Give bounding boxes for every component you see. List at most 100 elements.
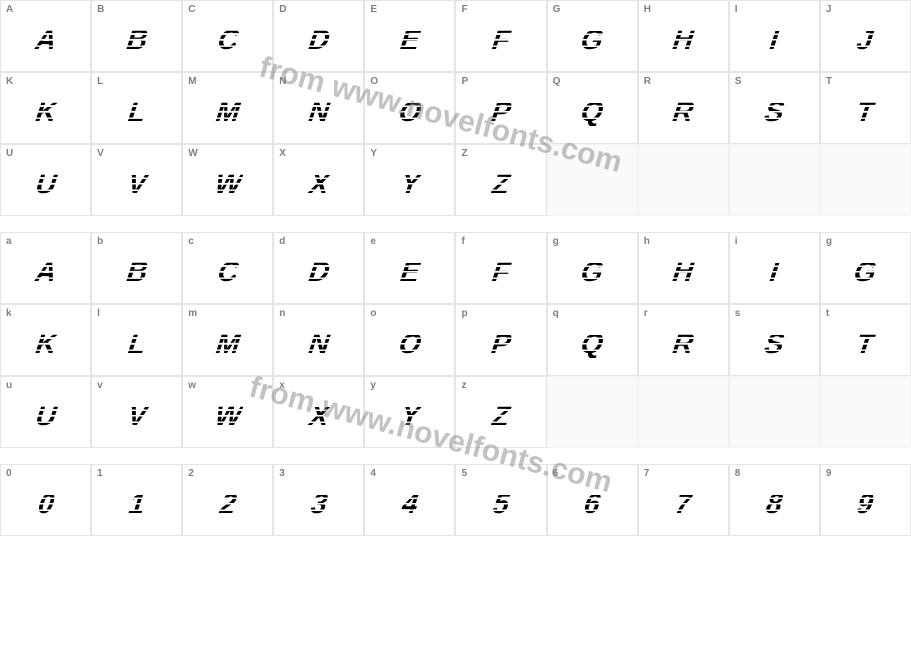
glyph-cell-label: N	[279, 76, 286, 87]
glyph-cell: aa	[0, 232, 91, 304]
glyph-cell: QQ	[547, 72, 638, 144]
glyph-cell-label: B	[97, 4, 104, 15]
font-character-map: AABBCCDDEEFFGGHHIIJJKKLLMMNNOOPPQQRRSSTT…	[0, 0, 911, 536]
glyph-preview: B	[122, 26, 150, 54]
glyph-cell-label: 2	[188, 468, 194, 479]
glyph-cell-label: O	[370, 76, 378, 87]
glyph-cell: 11	[91, 464, 182, 536]
glyph-preview: c	[214, 258, 242, 286]
glyph-cell: 99	[820, 464, 911, 536]
glyph-cell-label: 0	[6, 468, 12, 479]
glyph-cell-label: n	[279, 308, 285, 319]
glyph-preview: y	[397, 402, 424, 430]
glyph-cell: hh	[638, 232, 729, 304]
glyph-cell: 77	[638, 464, 729, 536]
glyph-cell: rr	[638, 304, 729, 376]
glyph-preview: h	[669, 258, 697, 286]
glyph-cell: XX	[273, 144, 364, 216]
glyph-cell-empty	[638, 376, 729, 448]
glyph-preview: W	[210, 170, 245, 198]
glyph-cell-label: 8	[735, 468, 741, 479]
glyph-cell: BB	[91, 0, 182, 72]
glyph-cell-label: 3	[279, 468, 285, 479]
glyph-preview: i	[766, 258, 782, 286]
glyph-preview: d	[305, 258, 333, 286]
glyph-preview: Q	[577, 98, 607, 126]
glyph-preview: C	[214, 26, 242, 54]
glyph-cell: 22	[182, 464, 273, 536]
glyph-cell: ss	[729, 304, 820, 376]
glyph-cell: SS	[729, 72, 820, 144]
glyph-cell-label: V	[97, 148, 104, 159]
glyph-cell-label: p	[461, 308, 467, 319]
glyph-cell-label: t	[826, 308, 829, 319]
glyph-preview: S	[761, 98, 788, 126]
glyph-preview: q	[577, 330, 607, 358]
glyph-preview: s	[761, 330, 788, 358]
glyph-preview: v	[123, 402, 150, 430]
glyph-preview: E	[397, 26, 424, 54]
glyph-cell: OO	[364, 72, 455, 144]
glyph-cell: mm	[182, 304, 273, 376]
glyph-preview: 3	[307, 490, 331, 518]
glyph-preview: N	[305, 98, 333, 126]
glyph-cell-label: s	[735, 308, 741, 319]
glyph-cell-label: 1	[97, 468, 103, 479]
glyph-cell: gg	[820, 232, 911, 304]
glyph-cell-empty	[547, 376, 638, 448]
glyph-cell: yy	[364, 376, 455, 448]
glyph-preview: L	[124, 98, 149, 126]
glyph-preview: Y	[397, 170, 424, 198]
glyph-cell: pp	[455, 304, 546, 376]
glyph-preview: A	[31, 26, 59, 54]
glyph-cell-label: m	[188, 308, 197, 319]
glyph-cell-label: k	[6, 308, 12, 319]
glyph-cell-label: i	[735, 236, 738, 247]
glyph-cell: ZZ	[455, 144, 546, 216]
glyph-preview: D	[305, 26, 333, 54]
glyph-cell-label: o	[370, 308, 376, 319]
glyph-cell-label: l	[97, 308, 100, 319]
glyph-cell: bb	[91, 232, 182, 304]
glyph-cell: GG	[547, 0, 638, 72]
glyph-cell-label: A	[6, 4, 13, 15]
glyph-row: aabbccddeeffgghhiigg	[0, 232, 911, 304]
glyph-preview: T	[853, 98, 878, 126]
glyph-row: kkllmmnnooppqqrrsstt	[0, 304, 911, 376]
glyph-preview: x	[305, 402, 332, 430]
glyph-cell-label: y	[370, 380, 376, 391]
glyph-preview: V	[123, 170, 150, 198]
glyph-preview: 7	[671, 490, 695, 518]
glyph-row: KKLLMMNNOOPPQQRRSSTT	[0, 72, 911, 144]
glyph-cell: 44	[364, 464, 455, 536]
glyph-cell-label: E	[370, 4, 377, 15]
glyph-preview: b	[122, 258, 150, 286]
glyph-cell: VV	[91, 144, 182, 216]
glyph-cell: oo	[364, 304, 455, 376]
glyph-preview: f	[488, 258, 513, 286]
glyph-grid-root: AABBCCDDEEFFGGHHIIJJKKLLMMNNOOPPQQRRSSTT…	[0, 0, 911, 536]
glyph-cell-label: r	[644, 308, 648, 319]
glyph-cell: FF	[455, 0, 546, 72]
glyph-cell: HH	[638, 0, 729, 72]
glyph-preview: J	[854, 26, 878, 54]
glyph-preview: p	[488, 330, 515, 358]
glyph-preview: l	[124, 330, 149, 358]
glyph-cell: LL	[91, 72, 182, 144]
glyph-cell: 55	[455, 464, 546, 536]
glyph-cell-empty	[547, 144, 638, 216]
glyph-cell-empty	[638, 144, 729, 216]
glyph-cell: MM	[182, 72, 273, 144]
glyph-cell: PP	[455, 72, 546, 144]
glyph-cell-label: P	[461, 76, 468, 87]
glyph-cell: 88	[729, 464, 820, 536]
glyph-cell: dd	[273, 232, 364, 304]
glyph-row: uuvvwwxxyyzz	[0, 376, 911, 448]
glyph-preview: 0	[34, 490, 58, 518]
glyph-cell: xx	[273, 376, 364, 448]
glyph-cell-label: F	[461, 4, 467, 15]
glyph-preview: G	[577, 26, 607, 54]
glyph-preview: P	[488, 98, 515, 126]
glyph-cell: CC	[182, 0, 273, 72]
glyph-cell: ee	[364, 232, 455, 304]
